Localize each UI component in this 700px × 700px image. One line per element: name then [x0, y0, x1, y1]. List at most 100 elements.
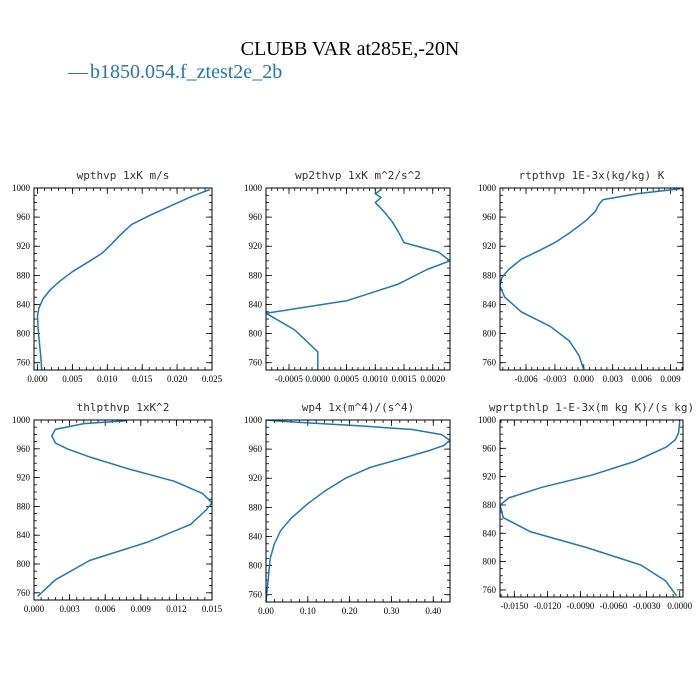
y-tick-label: 920	[483, 472, 497, 482]
y-tick-label: 800	[17, 559, 31, 569]
x-tick-label: 0.009	[131, 604, 152, 614]
y-tick-label: 840	[17, 299, 31, 309]
y-tick-label: 960	[17, 444, 31, 454]
x-tick-label: 0.015	[132, 374, 153, 384]
y-tick-label: 760	[483, 358, 497, 368]
x-tick-label: 0.40	[425, 606, 441, 616]
y-tick-label: 880	[483, 270, 497, 280]
series-line	[266, 420, 450, 602]
y-tick-label: 800	[17, 329, 31, 339]
x-tick-label: -0.0030	[633, 601, 661, 611]
x-tick-label: 0.005	[62, 374, 83, 384]
series-line	[266, 188, 450, 370]
y-tick-label: 840	[483, 528, 497, 538]
y-tick-label: 920	[483, 241, 497, 251]
y-tick-label: 920	[17, 241, 31, 251]
x-tick-label: 0.009	[660, 374, 681, 384]
figure-title: CLUBB VAR at285E,-20N	[241, 38, 460, 60]
x-tick-label: 0.000	[24, 604, 45, 614]
x-tick-label: 0.000	[574, 374, 595, 384]
y-tick-label: 1000	[12, 415, 31, 425]
x-tick-label: 0.0000	[305, 374, 330, 384]
y-tick-label: 800	[249, 561, 263, 571]
x-tick-label: -0.0090	[567, 601, 595, 611]
x-tick-label: 0.10	[300, 606, 316, 616]
x-tick-label: 0.20	[342, 606, 358, 616]
x-tick-label: -0.003	[543, 374, 567, 384]
x-tick-label: 0.0020	[420, 374, 445, 384]
y-tick-label: 1000	[478, 183, 497, 193]
y-tick-label: 880	[17, 501, 31, 511]
y-tick-label: 1000	[478, 415, 497, 425]
x-tick-label: 0.0015	[392, 374, 417, 384]
panel-title: wp2thvp 1xK m^2/s^2	[295, 169, 421, 182]
series-line	[36, 188, 211, 370]
y-tick-label: 800	[249, 329, 263, 339]
x-tick-label: 0.025	[202, 374, 223, 384]
y-tick-label: 760	[483, 585, 497, 595]
x-tick-label: 0.003	[603, 374, 624, 384]
y-tick-label: 840	[483, 299, 497, 309]
y-tick-label: 880	[249, 270, 263, 280]
y-tick-label: 800	[483, 557, 497, 567]
plot-frame	[499, 187, 684, 371]
panel-4: thlpthvp 1xK^2 0.000 0.003 0.006 0.009 0.012 0…	[12, 401, 223, 614]
panel-title: rtpthvp 1E-3x(kg/kg) K	[519, 169, 665, 182]
series-line	[37, 420, 212, 597]
plot-frame	[33, 419, 213, 601]
x-tick-label: 0.00	[258, 606, 274, 616]
legend-marker: —	[67, 61, 89, 83]
y-tick-label: 920	[249, 241, 263, 251]
panel-5: wp4 1x(m^4)/(s^4) 0.00 0.10 0.20 0.30 0.40 760…	[244, 401, 451, 616]
x-tick-label: -0.0120	[534, 601, 562, 611]
y-tick-label: 760	[17, 358, 31, 368]
x-tick-label: 0.003	[59, 604, 80, 614]
plot-frame	[33, 187, 213, 371]
y-tick-label: 960	[249, 212, 263, 222]
y-tick-label: 1000	[12, 183, 31, 193]
plot-frame	[265, 187, 451, 371]
y-tick-label: 760	[17, 588, 31, 598]
y-tick-label: 1000	[244, 415, 263, 425]
y-tick-label: 960	[483, 443, 497, 453]
plot-frame	[499, 419, 684, 598]
x-tick-label: 0.000	[27, 374, 48, 384]
series-line	[500, 421, 681, 597]
y-tick-label: 920	[249, 473, 263, 483]
y-tick-label: 960	[483, 212, 497, 222]
y-tick-label: 920	[17, 473, 31, 483]
panel-title: wprtpthlp 1-E-3x(m kg K)/(s kg)	[489, 401, 694, 414]
x-tick-label: -0.0150	[500, 601, 528, 611]
plot-frame	[265, 419, 451, 603]
x-tick-label: 0.30	[384, 606, 400, 616]
panel-title: thlpthvp 1xK^2	[77, 401, 170, 414]
x-tick-label: 0.010	[97, 374, 118, 384]
series-line	[500, 188, 681, 370]
x-tick-label: 0.0000	[667, 601, 692, 611]
legend: — b1850.054.f_ztest2e_2b	[67, 61, 282, 83]
y-tick-label: 960	[249, 444, 263, 454]
x-tick-label: 0.020	[167, 374, 188, 384]
legend-label: b1850.054.f_ztest2e_2b	[90, 61, 282, 83]
panel-3: rtpthvp 1E-3x(kg/kg) K -0.006 -0.003 0.000 0…	[478, 169, 684, 384]
panel-title: wp4 1x(m^4)/(s^4)	[302, 401, 415, 414]
x-tick-label: 0.0010	[363, 374, 388, 384]
y-tick-label: 880	[249, 502, 263, 512]
panel-2: wp2thvp 1xK m^2/s^2 -0.0005 0.0000 0.0005 0.…	[244, 169, 451, 384]
y-tick-label: 840	[249, 531, 263, 541]
y-tick-label: 760	[249, 358, 263, 368]
y-tick-label: 880	[17, 270, 31, 280]
y-tick-label: 840	[17, 530, 31, 540]
panel-1: wpthvp 1xK m/s 0.000 0.005 0.010 0.015 0.020 0…	[12, 169, 223, 384]
x-tick-label: 0.012	[166, 604, 186, 614]
y-tick-label: 840	[249, 299, 263, 309]
x-tick-label: -0.0060	[600, 601, 628, 611]
y-tick-label: 1000	[244, 183, 263, 193]
x-tick-label: -0.0005	[275, 374, 303, 384]
y-tick-label: 880	[483, 500, 497, 510]
x-tick-label: 0.006	[631, 374, 652, 384]
y-tick-label: 800	[483, 329, 497, 339]
x-tick-label: -0.006	[514, 374, 538, 384]
panel-title: wpthvp 1xK m/s	[77, 169, 170, 182]
